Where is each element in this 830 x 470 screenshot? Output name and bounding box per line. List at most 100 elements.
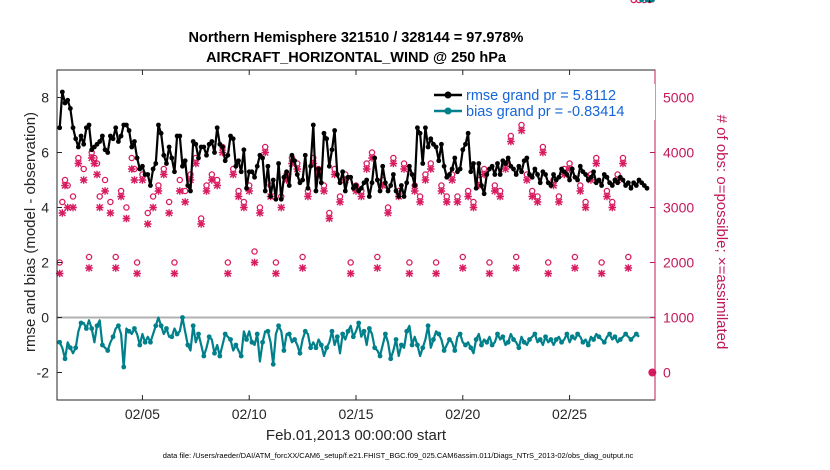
obs-possible-point (625, 253, 632, 261)
series-point-rmse (156, 122, 161, 128)
series-point-rmse (404, 180, 410, 186)
series-point-bias (377, 353, 383, 359)
series-point-rmse (588, 174, 594, 180)
series-point-rmse (473, 185, 479, 191)
series-point-bias (89, 326, 95, 331)
series-point-bias (196, 331, 201, 337)
obs-assimilated-point (176, 187, 184, 195)
obs-assimilated-point (143, 220, 152, 228)
obs-assimilated-point (261, 148, 270, 157)
series-point-rmse (164, 161, 169, 166)
series-point-bias (521, 339, 527, 345)
obs-assimilated-point (229, 170, 237, 179)
obs-possible-point (459, 253, 467, 261)
series-point-rmse (583, 172, 588, 177)
series-point-bias (206, 334, 212, 340)
series-point-rmse (124, 122, 129, 128)
series-point-bias (500, 334, 506, 340)
series-point-rmse (134, 155, 140, 161)
chart-title-line1: Northern Hemisphere 321510 / 328144 = 97… (189, 30, 524, 46)
series-point-rmse (220, 144, 225, 150)
series-point-rmse (260, 155, 265, 161)
obs-assimilated-point (352, 187, 360, 195)
series-point-rmse (153, 161, 159, 166)
series-point-bias (78, 320, 84, 326)
obs-assimilated-point (549, 181, 558, 190)
series-point-rmse (476, 161, 482, 166)
series-point-rmse (222, 158, 228, 164)
series-point-bias (623, 331, 629, 337)
obs-assimilated-point (453, 198, 462, 206)
series-point-bias (270, 361, 276, 367)
series-point-rmse (460, 147, 466, 153)
series-point-bias (308, 345, 314, 351)
series-point-rmse (286, 183, 292, 188)
series-point-rmse (238, 169, 244, 175)
series-point-rmse (449, 166, 455, 172)
series-point-rmse (305, 185, 311, 191)
series-point-rmse (302, 152, 308, 158)
series-point-bias (639, 0, 645, 3)
obs-assimilated-point (106, 209, 115, 217)
obs-assimilated-point (426, 165, 435, 173)
series-point-bias (607, 331, 613, 337)
series-point-rmse (548, 183, 554, 188)
obs-assimilated-point (581, 203, 590, 212)
series-point-rmse (268, 194, 273, 199)
obs-assimilated-point (458, 264, 467, 272)
obs-assimilated-point (469, 203, 478, 212)
series-point-bias (94, 323, 100, 329)
series-point-rmse (372, 155, 378, 161)
series-point-rmse (105, 150, 111, 155)
series-point-rmse (348, 174, 354, 180)
series-point-rmse (596, 177, 602, 183)
obs-assimilated-point (63, 203, 72, 212)
series-point-bias (185, 342, 191, 348)
series-point-rmse (300, 177, 306, 183)
series-point-rmse (492, 172, 498, 177)
series-point-rmse (140, 163, 145, 169)
series-point-bias (324, 345, 330, 351)
obs-assimilated-point (282, 176, 291, 184)
series-point-bias (190, 323, 196, 329)
obs-assimilated-point (368, 154, 376, 162)
series-point-rmse (447, 172, 452, 177)
series-point-rmse (116, 139, 121, 144)
series-point-rmse (132, 139, 137, 144)
series-point-rmse (225, 152, 231, 158)
series-point-rmse (497, 172, 503, 177)
series-point-bias (110, 334, 116, 340)
series-point-bias (345, 328, 351, 334)
series-point-bias (388, 356, 394, 362)
series-point-bias (404, 328, 410, 334)
series-point-rmse (577, 163, 583, 169)
obs-assimilated-point (442, 198, 451, 206)
y-tick-label-right: 5000 (663, 90, 694, 106)
obs-assimilated-point (501, 165, 510, 173)
legend-label-rmse: rmse grand pr = 5.8112 (466, 88, 616, 104)
obs-assimilated-point (304, 192, 312, 201)
series-point-rmse (567, 177, 572, 183)
series-point-bias (409, 342, 415, 348)
obs-assimilated-point (432, 269, 440, 278)
series-point-rmse (169, 155, 175, 161)
series-point-rmse (129, 144, 135, 150)
series-point-bias (505, 339, 511, 345)
series-point-rmse (388, 183, 394, 188)
obs-assimilated-point (341, 176, 350, 184)
obs-assimilated-point (90, 159, 99, 168)
obs-possible-point (641, 0, 648, 4)
series-point-bias (238, 353, 244, 359)
series-point-bias (57, 339, 63, 345)
y-axis-label-right: # of obs: o=possible; ×=assimilated (713, 115, 730, 350)
series-point-bias (350, 334, 356, 340)
series-point-bias (649, 0, 655, 3)
series-point-bias (527, 337, 532, 342)
obs-assimilated-point (528, 192, 536, 201)
obs-assimilated-point (101, 187, 109, 195)
series-point-bias (361, 328, 367, 334)
obs-assimilated-point (491, 187, 499, 195)
series-point-bias (276, 323, 281, 329)
series-point-rmse (284, 169, 289, 175)
series-point-rmse (233, 163, 239, 169)
